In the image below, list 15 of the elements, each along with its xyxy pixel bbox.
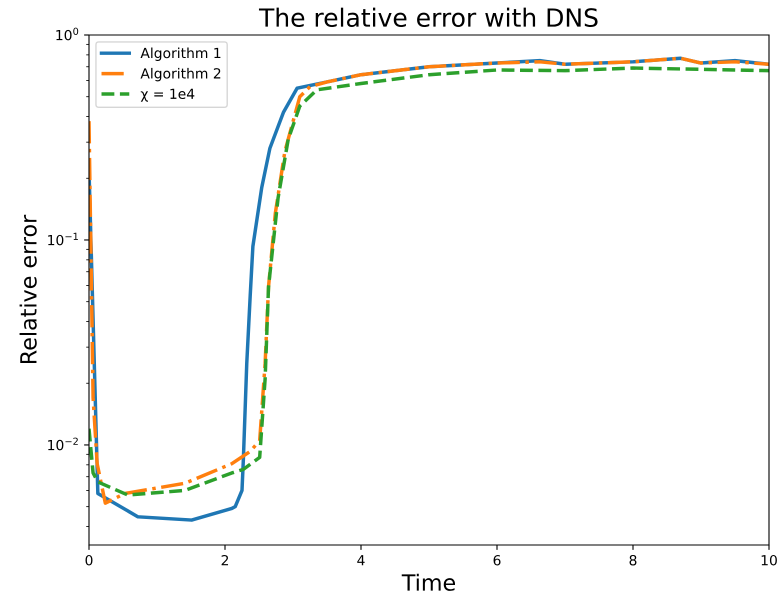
- y-tick-label: 10$^{−2}$: [48, 438, 78, 450]
- legend-label: Algorithm 2: [140, 68, 220, 82]
- x-tick-label: 0: [85, 554, 92, 566]
- y-tick-label: 10$^{0}$: [56, 28, 78, 40]
- y-axis-title: Relative error: [20, 214, 37, 364]
- x-tick-label: 6: [494, 554, 501, 566]
- x-tick-label: 2: [222, 554, 228, 566]
- chart-title: The relative error with DNS: [258, 8, 598, 28]
- x-axis-title: Time: [402, 574, 456, 591]
- y-tick-label: 10$^{−1}$: [48, 232, 78, 246]
- x-tick-label: 10: [762, 554, 777, 566]
- legend-label: χ = 1e4: [140, 88, 194, 102]
- x-tick-label: 8: [630, 554, 636, 566]
- legend-label: Algorithm 1: [140, 48, 220, 61]
- x-tick-label: 4: [357, 555, 365, 566]
